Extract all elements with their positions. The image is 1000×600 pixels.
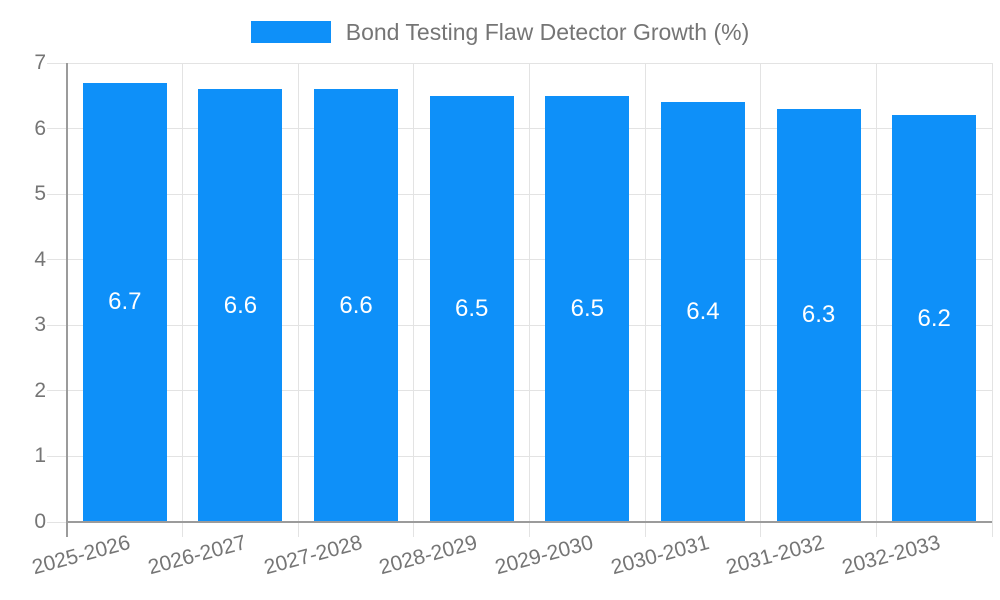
- x-tick-label: 2031-2032: [723, 530, 827, 580]
- gridline-vertical: [529, 63, 530, 522]
- gridline-vertical: [182, 63, 184, 522]
- x-tick-label: 2030-2031: [608, 530, 712, 580]
- bar[interactable]: 6.6: [198, 89, 283, 522]
- bar[interactable]: 6.5: [429, 95, 514, 522]
- bar[interactable]: 6.7: [82, 82, 167, 522]
- x-tick-label: 2025-2026: [30, 530, 134, 580]
- bar-value-label: 6.2: [917, 304, 951, 332]
- x-axis-tick: [529, 522, 530, 537]
- legend-swatch: [250, 21, 331, 43]
- y-tick-label: 1: [34, 444, 46, 468]
- y-axis-tick: [47, 62, 67, 64]
- gridline-vertical: [760, 63, 762, 522]
- y-axis-tick: [47, 128, 67, 130]
- bar-value-label: 6.5: [570, 294, 604, 322]
- bar-value-label: 6.3: [801, 301, 836, 329]
- bar[interactable]: 6.3: [776, 108, 861, 522]
- y-axis-tick: [47, 259, 67, 261]
- x-tick-label: 2026-2027: [145, 530, 249, 580]
- x-tick-label: 2032-2033: [839, 530, 943, 580]
- y-tick-label: 4: [34, 247, 46, 271]
- y-axis-line: [66, 63, 68, 537]
- y-tick-label: 6: [34, 116, 46, 140]
- bar-value-label: 6.5: [455, 294, 489, 322]
- x-axis-line: [66, 521, 992, 523]
- y-axis-tick: [47, 193, 67, 195]
- y-tick-label: 2: [34, 378, 46, 402]
- bar-value-label: 6.6: [339, 291, 373, 319]
- legend[interactable]: Bond Testing Flaw Detector Growth (%): [0, 20, 1000, 44]
- y-tick-label: 3: [34, 313, 46, 337]
- bar[interactable]: 6.4: [660, 102, 745, 522]
- y-axis-tick: [47, 390, 67, 392]
- bar[interactable]: 6.6: [314, 89, 399, 522]
- x-axis-tick: [297, 522, 299, 537]
- x-tick-label: 2027-2028: [261, 530, 365, 580]
- bar-value-label: 6.4: [686, 298, 720, 326]
- y-axis-tick: [47, 324, 67, 326]
- gridline-vertical: [297, 63, 299, 522]
- bar-value-label: 6.6: [223, 291, 258, 319]
- legend-label: Bond Testing Flaw Detector Growth (%): [345, 19, 750, 45]
- x-tick-label: 2029-2030: [492, 530, 596, 580]
- gridline-vertical: [875, 63, 877, 522]
- y-axis-tick: [47, 455, 67, 457]
- y-tick-label: 5: [34, 182, 46, 206]
- y-tick-label: 0: [34, 510, 46, 533]
- y-tick-label: 7: [34, 51, 46, 74]
- gridline-vertical: [413, 63, 415, 522]
- x-axis-tick: [644, 522, 646, 537]
- x-axis-tick: [875, 522, 877, 537]
- y-axis-tick: [47, 521, 67, 523]
- x-axis-tick: [760, 522, 762, 537]
- x-axis-tick: [413, 522, 415, 537]
- x-axis-tick: [991, 522, 993, 537]
- x-tick-label: 2028-2029: [376, 530, 480, 580]
- gridline-vertical: [991, 63, 993, 522]
- bar[interactable]: 6.2: [892, 115, 977, 522]
- gridline-vertical: [644, 63, 646, 522]
- x-axis-tick: [182, 522, 184, 537]
- bar-value-label: 6.7: [108, 288, 142, 316]
- bar[interactable]: 6.5: [545, 95, 630, 522]
